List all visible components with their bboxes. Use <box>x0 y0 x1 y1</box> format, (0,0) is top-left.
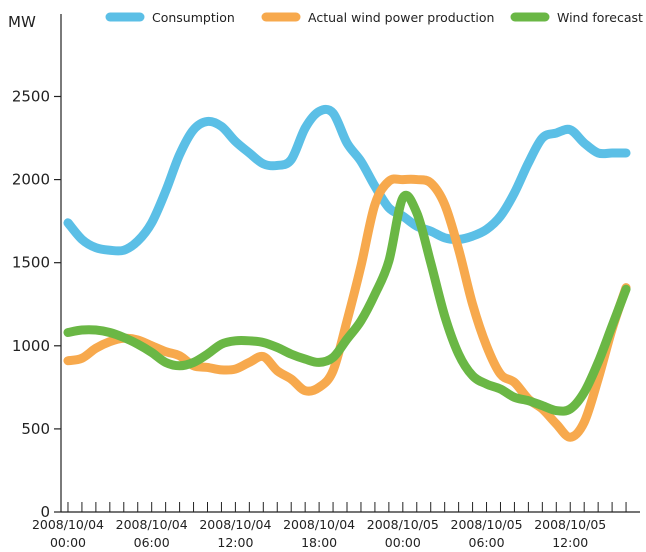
y-tick-label: 1000 <box>12 337 50 355</box>
x-tick-label-date: 2008/10/04 <box>116 517 188 532</box>
legend: Consumption Actual wind power production W… <box>105 10 643 25</box>
y-axis: 0 500 1000 1500 2000 2500 <box>12 14 62 521</box>
x-tick-label-time: 12:00 <box>217 535 253 550</box>
x-tick-label-time: 06:00 <box>469 535 505 550</box>
x-tick-label-date: 2008/10/05 <box>534 517 606 532</box>
x-tick-label-time: 06:00 <box>134 535 170 550</box>
y-axis-unit-label: MW <box>8 13 36 31</box>
x-tick-label-date: 2008/10/05 <box>451 517 523 532</box>
y-tick-label: 2000 <box>12 171 50 189</box>
x-tick-label-date: 2008/10/04 <box>283 517 355 532</box>
x-tick-label-time: 00:00 <box>50 535 86 550</box>
x-tick-label-time: 00:00 <box>385 535 421 550</box>
y-tick-label: 2500 <box>12 87 50 105</box>
y-tick-label: 500 <box>21 420 50 438</box>
x-tick-label-time: 12:00 <box>552 535 588 550</box>
x-tick-label-date: 2008/10/04 <box>32 517 104 532</box>
series-lines <box>63 104 631 442</box>
series-line-consumption <box>63 104 631 256</box>
series-line-wind-forecast <box>63 190 631 416</box>
x-tick-label-date: 2008/10/04 <box>199 517 271 532</box>
y-tick-label: 0 <box>40 503 50 521</box>
legend-label-consumption: Consumption <box>152 10 235 25</box>
y-tick-label: 1500 <box>12 254 50 272</box>
x-tick-label-time: 18:00 <box>301 535 337 550</box>
x-axis: 2008/10/04 00:00 2008/10/04 06:00 2008/10/04… <box>32 502 640 550</box>
legend-label-wind-forecast: Wind forecast <box>557 10 643 25</box>
x-tick-label-date: 2008/10/05 <box>367 517 439 532</box>
legend-label-actual-wind-power-production: Actual wind power production <box>308 10 494 25</box>
